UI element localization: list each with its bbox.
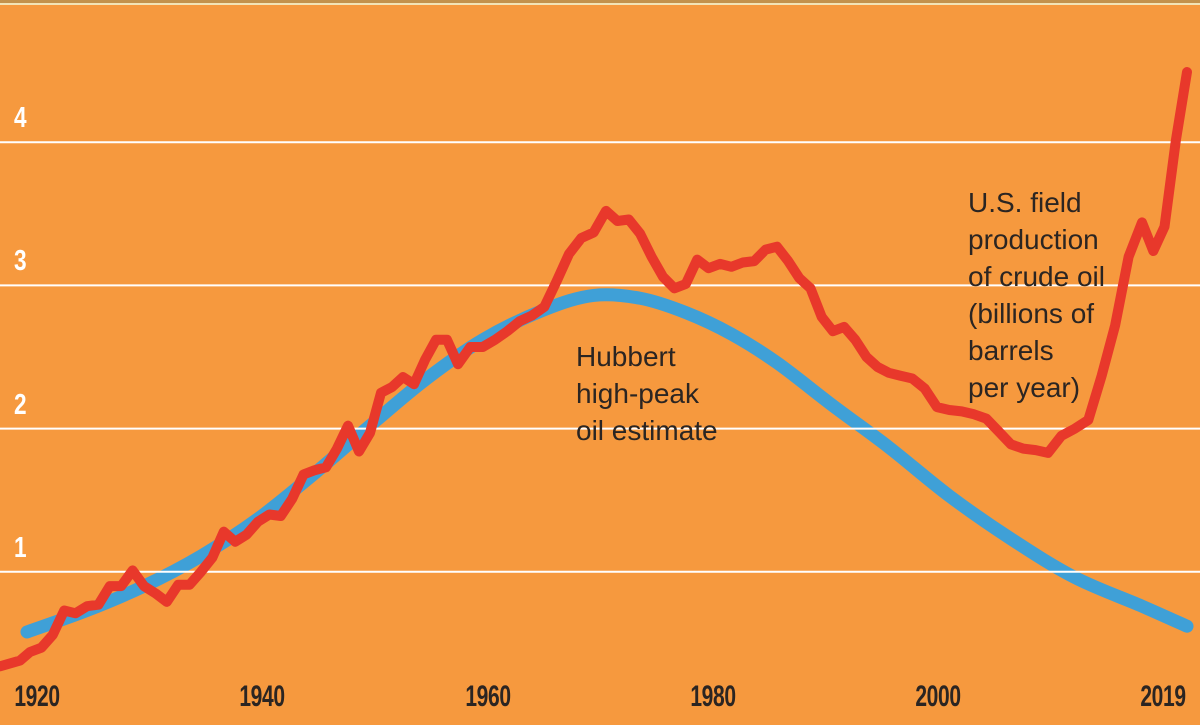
production-line-layer [0, 67, 1192, 672]
x-tick-label-1980: 1980 [690, 680, 736, 713]
x-tick-label-1920: 1920 [14, 680, 60, 713]
y-tick-label-4: 4 [14, 102, 27, 135]
x-tick-label-2019: 2019 [1140, 680, 1187, 713]
top-border [0, 0, 1200, 3]
top-border-inner [0, 3, 1200, 5]
x-tick-label-2000: 2000 [915, 680, 961, 713]
y-tick-label-1: 1 [14, 531, 27, 564]
production-line [0, 67, 1192, 672]
y-tick-label-3: 3 [14, 245, 27, 278]
y-tick-label-2: 2 [14, 388, 27, 421]
production-series-label: U.S. field production of crude oil (bill… [968, 187, 1105, 403]
hubbert-curve-label: Hubbert high-peak oil estimate [576, 341, 718, 446]
x-tick-label-1960: 1960 [464, 680, 511, 713]
x-tick-label-1940: 1940 [239, 680, 286, 713]
